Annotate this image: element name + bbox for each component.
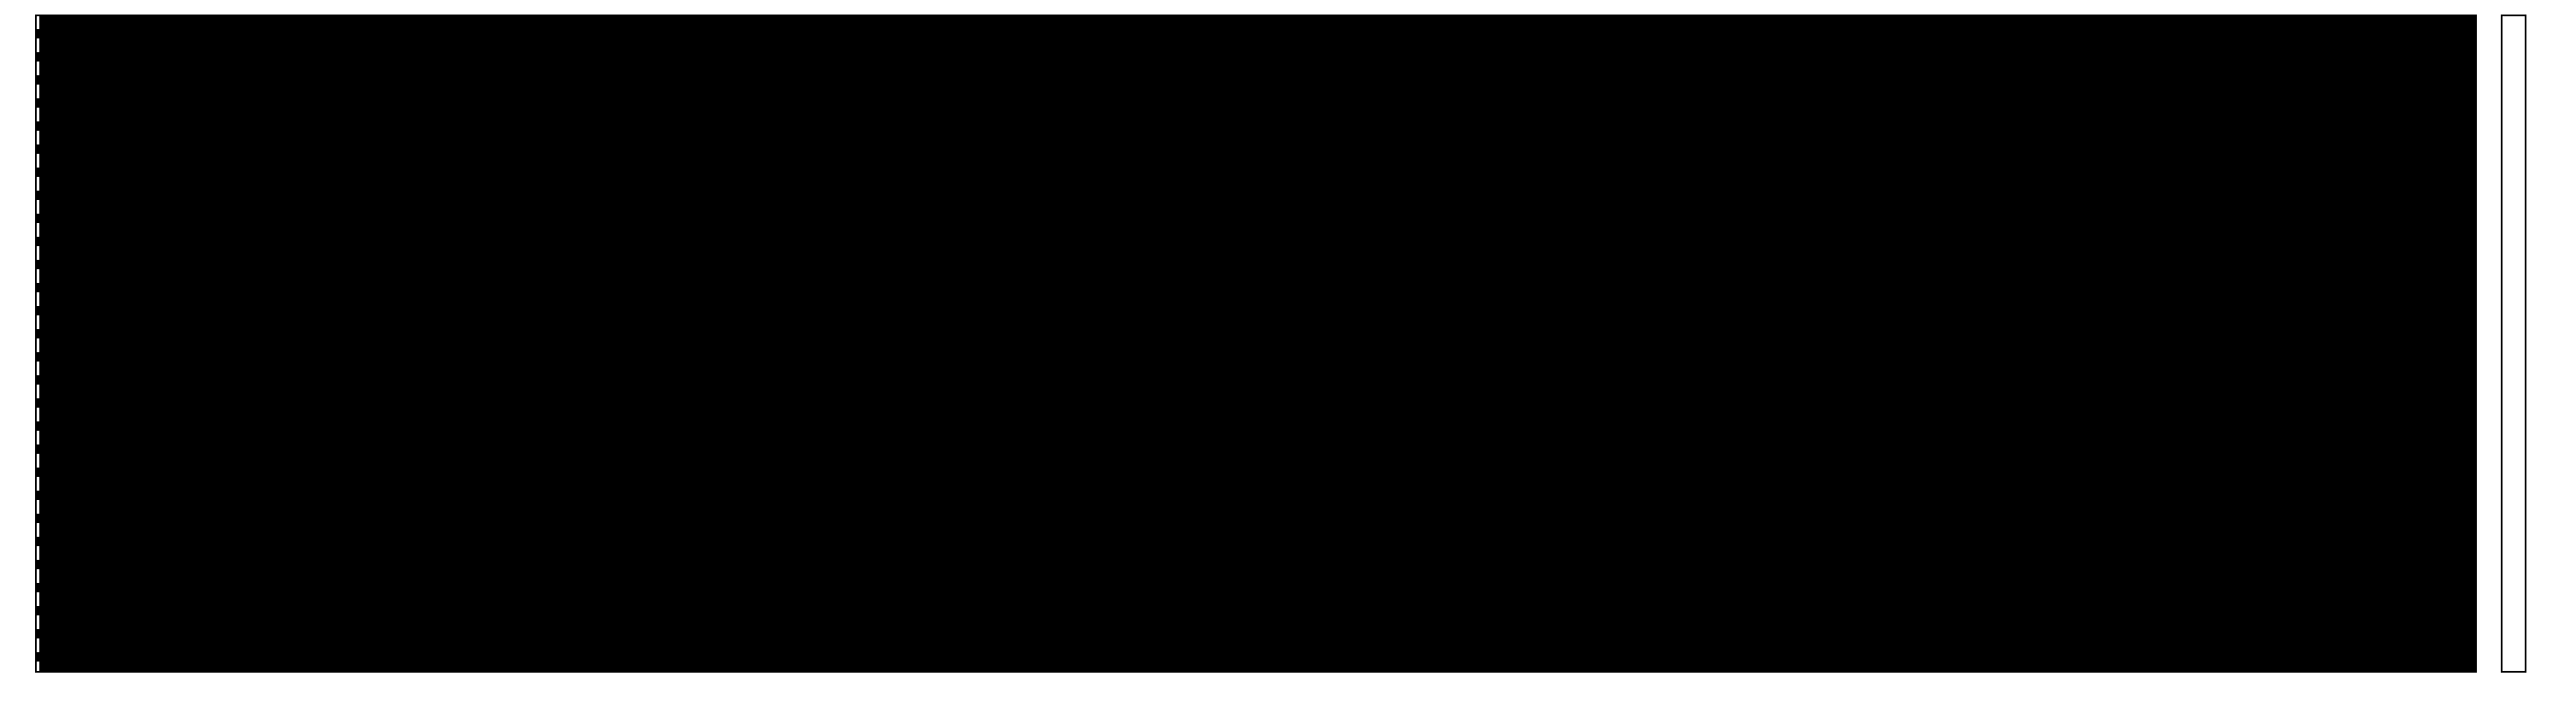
heatmap-canvas <box>36 15 2476 672</box>
colorbar <box>2501 15 2526 673</box>
plot-area <box>36 15 2476 672</box>
colorbar-label <box>2557 15 2576 672</box>
sunset-line <box>36 15 39 672</box>
y-axis-label <box>0 15 21 672</box>
colorbar-strip <box>2503 16 2525 671</box>
